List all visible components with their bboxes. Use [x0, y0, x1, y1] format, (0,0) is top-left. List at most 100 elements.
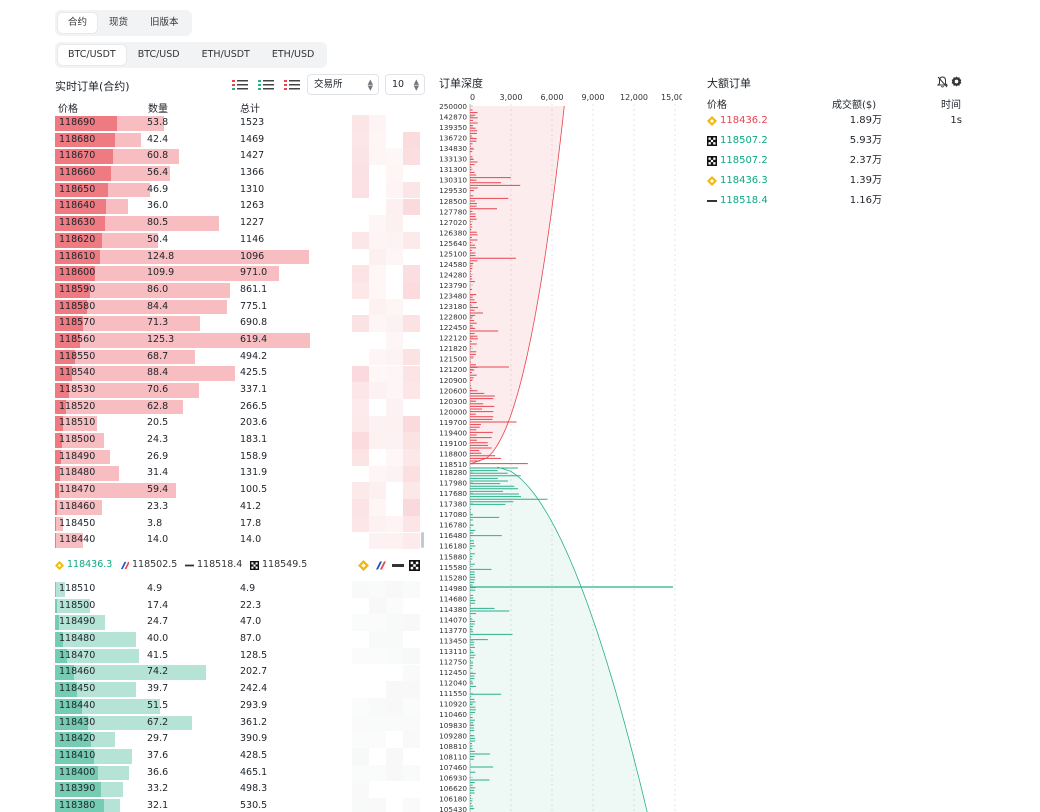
pair-tab-btc-usdt[interactable]: BTC/USDT — [58, 45, 126, 65]
ask-row[interactable]: 118620 50.4 1146 — [55, 232, 315, 249]
ask-row[interactable]: 118480 31.4 131.9 — [55, 465, 315, 482]
bid-row[interactable]: 118390 33.2 498.3 — [55, 781, 315, 798]
ask-qty-bar — [55, 499, 103, 515]
ask-qty-bar — [55, 249, 309, 265]
exchange-select[interactable]: 交易所 ▲ ▼ — [307, 74, 379, 95]
ask-row[interactable]: 118630 80.5 1227 — [55, 215, 315, 232]
heat-cell — [369, 315, 386, 333]
qty-cell: 56.4 — [147, 167, 169, 179]
bid-total-bar — [55, 798, 104, 812]
tab-旧版本[interactable]: 旧版本 — [150, 17, 179, 28]
ask-row[interactable]: 118600 109.9 971.0 — [55, 265, 315, 282]
price-cell: 118640 — [59, 200, 96, 212]
bid-row[interactable]: 118490 24.7 47.0 — [55, 614, 315, 631]
ask-total-bar — [55, 249, 100, 265]
ask-row[interactable]: 118550 68.7 494.2 — [55, 349, 315, 366]
pair-tab-eth-usdt[interactable]: ETH/USDT — [201, 49, 250, 60]
exchange-price-bar: 118436.3 118502.5 118518.4 118549.5 — [55, 556, 435, 574]
show-bids-icon[interactable] — [258, 79, 274, 91]
bid-total-bar — [55, 682, 78, 697]
large-order-row[interactable]: 118518.4 1.16万 — [707, 191, 977, 211]
bid-row[interactable]: 118460 74.2 202.7 — [55, 664, 315, 681]
bell-off-icon[interactable] — [937, 76, 948, 88]
bid-qty-bar — [55, 582, 65, 597]
ask-row[interactable]: 118680 42.4 1469 — [55, 132, 315, 149]
ask-row[interactable]: 118460 23.3 41.2 — [55, 499, 315, 516]
ask-row[interactable]: 118590 86.0 861.1 — [55, 282, 315, 299]
bid-row[interactable]: 118510 4.9 4.9 — [55, 581, 315, 598]
bid-row[interactable]: 118440 51.5 293.9 — [55, 698, 315, 715]
ask-row[interactable]: 118520 62.8 266.5 — [55, 399, 315, 416]
y-tick-label: 115280 — [439, 573, 467, 582]
bid-row[interactable]: 118500 17.4 22.3 — [55, 598, 315, 615]
show-asks-icon[interactable] — [284, 79, 300, 91]
tab-现货[interactable]: 现货 — [109, 17, 129, 28]
ask-row[interactable]: 118670 60.8 1427 — [55, 148, 315, 165]
heat-cell — [403, 532, 420, 550]
pair-tab-btc-usd[interactable]: BTC/USD — [137, 49, 180, 60]
bid-row[interactable]: 118430 67.2 361.2 — [55, 715, 315, 732]
orderbook-scrollbar[interactable] — [421, 532, 424, 548]
qty-cell: 4.9 — [147, 583, 163, 594]
bid-row[interactable]: 118380 32.1 530.5 — [55, 798, 315, 812]
large-order-row[interactable]: 118507.2 2.37万 — [707, 151, 977, 171]
heat-cell — [386, 697, 403, 715]
ask-row[interactable]: 118490 26.9 158.9 — [55, 449, 315, 466]
heat-cell — [386, 515, 403, 533]
settings-icon[interactable] — [951, 76, 962, 87]
okx-icon[interactable] — [409, 560, 420, 571]
ask-depth-area — [470, 106, 565, 464]
ask-row[interactable]: 118570 71.3 690.8 — [55, 315, 315, 332]
exchange-filter-icons — [358, 560, 424, 572]
bid-row[interactable]: 118420 29.7 390.9 — [55, 731, 315, 748]
ask-row[interactable]: 118500 24.3 183.1 — [55, 432, 315, 449]
qty-cell: 125.3 — [147, 333, 175, 345]
heat-cell — [352, 614, 369, 631]
ask-row[interactable]: 118580 84.4 775.1 — [55, 299, 315, 316]
bid-row[interactable]: 118480 40.0 87.0 — [55, 631, 315, 648]
total-cell: 128.5 — [240, 649, 268, 661]
qty-cell: 37.6 — [147, 749, 169, 761]
bid-row[interactable]: 118470 41.5 128.5 — [55, 648, 315, 665]
ask-row[interactable]: 118540 88.4 425.5 — [55, 365, 315, 382]
ask-row[interactable]: 118560 125.3 619.4 — [55, 332, 315, 349]
ask-row[interactable]: 118450 3.8 17.8 — [55, 516, 315, 533]
pair-tab-eth-usd[interactable]: ETH/USD — [271, 49, 315, 60]
price-cell: 118570 — [59, 317, 96, 329]
y-tick-label: 106180 — [439, 794, 467, 803]
binance-icon[interactable] — [358, 560, 369, 571]
y-tick-label: 134830 — [439, 144, 467, 153]
ask-row[interactable]: 118690 53.8 1523 — [55, 115, 315, 132]
ask-row[interactable]: 118650 46.9 1310 — [55, 182, 315, 199]
total-cell: 17.8 — [240, 517, 262, 529]
ask-total-bar — [55, 499, 57, 515]
bybit-icon — [120, 561, 129, 569]
y-tick-label: 122800 — [439, 313, 467, 322]
ask-row[interactable]: 118470 59.4 100.5 — [55, 482, 315, 499]
ask-row[interactable]: 118640 36.0 1263 — [55, 198, 315, 215]
large-order-row[interactable]: 118436.3 1.39万 — [707, 171, 977, 191]
heat-cell — [352, 115, 369, 132]
bid-row[interactable]: 118450 39.7 242.4 — [55, 681, 315, 698]
ask-row[interactable]: 118610 124.8 1096 — [55, 249, 315, 266]
bitget-icon[interactable] — [392, 563, 404, 568]
ask-row[interactable]: 118440 14.0 14.0 — [55, 532, 315, 549]
large-order-row[interactable]: 118436.2 1.89万 1s — [707, 111, 977, 131]
large-order-row[interactable]: 118507.2 5.93万 — [707, 131, 977, 151]
qty-cell: 74.2 — [147, 666, 169, 678]
bid-row[interactable]: 118410 37.6 428.5 — [55, 748, 315, 765]
bid-depth-area — [470, 467, 648, 812]
large-order-price: 118518.4 — [707, 191, 768, 211]
ask-row[interactable]: 118660 56.4 1366 — [55, 165, 315, 182]
tab-合约[interactable]: 合约 — [58, 13, 98, 33]
bybit-icon[interactable] — [375, 560, 387, 571]
price-cell: 118410 — [59, 749, 96, 761]
bid-row[interactable]: 118400 36.6 465.1 — [55, 765, 315, 782]
price-cell: 118390 — [59, 783, 96, 795]
ask-qty-bar — [55, 466, 119, 482]
heat-cell — [386, 248, 403, 266]
ask-row[interactable]: 118510 20.5 203.6 — [55, 415, 315, 432]
depth-select[interactable]: 10 ▲ ▼ — [385, 74, 425, 95]
ask-row[interactable]: 118530 70.6 337.1 — [55, 382, 315, 399]
show-both-icon[interactable] — [232, 79, 248, 91]
